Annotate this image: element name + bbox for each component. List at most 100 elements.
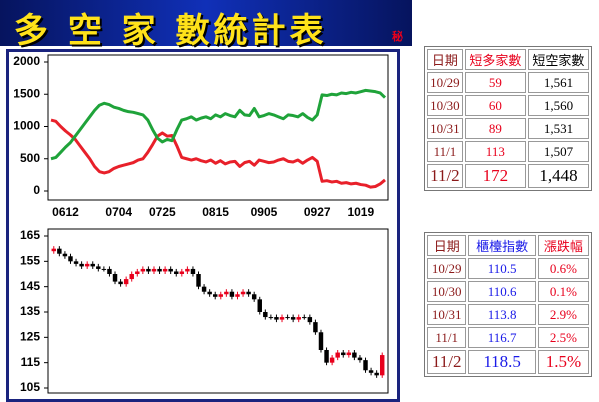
candle-body [324,350,329,363]
candle-body [279,317,285,320]
table-cell: 11/2 [427,350,467,374]
banner: 多 空 家 數統計表 秘 [0,0,412,51]
plot-frame [47,228,389,394]
candle-body [374,372,379,376]
candle-body [346,352,352,356]
candle-body [129,274,134,280]
x-tick-label: 0725 [149,205,176,219]
table-cell: 1,560 [527,95,589,116]
candle-body [352,352,357,358]
table-row: 10/31 89 1,531 [427,118,589,139]
candle-body [296,317,301,320]
header-row: 日期 短多家數 短空家數 [427,49,589,70]
y-tick-label: 1000 [13,119,40,133]
candle-body [224,291,229,295]
candle-body [79,263,84,267]
table-cell: 89 [464,118,526,139]
candle-body [212,294,218,297]
table-cell: 10/29 [427,258,467,279]
candle-body [73,261,79,264]
y-tick-label: 2000 [13,54,40,68]
table-cell: 10/30 [427,281,467,302]
x-tick-label: 1019 [347,205,374,219]
table-cell: 59 [464,72,526,93]
table-cell: 11/1 [427,327,467,348]
table-cell: 1,448 [527,164,589,188]
x-tick-label: 0704 [105,205,132,219]
table-row: 11/2 172 1,448 [427,164,589,188]
table-cell: 118.5 [468,350,536,374]
y-tick-label: 165 [20,228,40,242]
table-cell: 10/31 [427,118,463,139]
title: 多 空 家 數統計表 [14,11,328,51]
x-tick-label: 0927 [304,205,331,219]
candle-body [329,357,335,363]
candle-body [274,317,279,320]
y-tick-label: 115 [21,355,41,369]
y-tick-label: 1500 [13,86,40,100]
y-tick-label: 0 [33,183,40,197]
candle-body [207,291,212,295]
table-cell: 10/29 [427,72,463,93]
candle-body [218,294,224,297]
y-tick-label: 145 [20,279,40,293]
candle-body [196,274,201,287]
table-cell: 1,507 [527,141,589,162]
candle-body [246,291,251,295]
candle-body [335,352,340,358]
candle-body [51,248,57,252]
y-tick-label: 125 [20,330,40,344]
candle-body [101,268,107,270]
candle-body [268,317,274,319]
candle-body [229,291,235,297]
table-cell: 10/31 [427,304,467,325]
table-cell: 113 [464,141,526,162]
candle-body [318,332,324,350]
plot-frame [47,54,389,201]
candle-body [257,299,262,312]
candle-body [84,263,90,267]
table-cell: 110.5 [468,258,536,279]
candle-body [90,263,95,267]
table-cell: 0.6% [537,258,589,279]
candle-body [123,279,129,285]
x-tick-label: 0815 [202,205,229,219]
candle-body [107,268,112,274]
table-cell: 1,561 [527,72,589,93]
candle-body [285,317,290,319]
candle-body [357,357,363,361]
candle-body [190,268,196,274]
candle-body [57,248,62,254]
candle-body [363,360,368,371]
table-row: 10/29 110.5 0.6% [427,258,589,279]
table-cell: 2.9% [537,304,589,325]
table-cell: 116.7 [468,327,536,348]
x-tick-label: 0612 [52,205,79,219]
candle-body [302,317,307,319]
column-header: 漲跌幅 [537,235,589,256]
y-tick-label: 135 [20,304,40,318]
line-series [50,88,387,161]
candle-body [307,317,313,323]
candle-body [240,291,246,295]
candle-body [341,352,346,356]
candle-body [313,322,318,333]
candle-body [235,294,240,297]
breadth-table: 日期 短多家數 短空家數 10/29 59 1,561 10/30 60 1,560 10/31 8… [424,46,592,191]
charts: 0 500 1000 1500 2000 0612 0704 0725 0815 0905 0927… [13,54,389,394]
column-header: 短多家數 [464,49,526,70]
candle-body [151,268,157,272]
column-header: 櫃檯指數 [468,235,536,256]
candle-body [135,271,140,274]
header-row: 日期 櫃檯指數 漲跌幅 [427,235,589,256]
table-row: 11/2 118.5 1.5% [427,350,589,374]
table-cell: 172 [464,164,526,188]
table-cell: 1.5% [537,350,589,374]
candle-body [174,271,179,274]
candle-body [112,274,118,282]
x-tick-label: 0905 [251,205,278,219]
candle-body [162,268,168,272]
table-row: 10/30 60 1,560 [427,95,589,116]
table-cell: 2.5% [537,327,589,348]
column-header: 短空家數 [527,49,589,70]
